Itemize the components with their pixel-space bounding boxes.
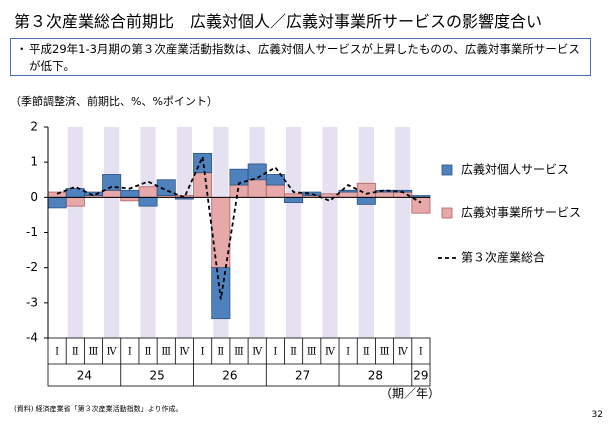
bar [247,179,267,198]
bar [65,196,85,207]
column-band [67,127,83,338]
bar [138,196,158,207]
page-number: 32 [591,410,603,420]
bar [356,196,376,205]
legend-label: 広義対事業所サービス [461,205,581,220]
x-axis-label: （期／年） [380,387,440,401]
x-group-label: 24 [77,369,92,383]
bar [229,184,249,198]
x-tick-label: Ⅱ [72,347,79,358]
x-tick-label: Ⅳ [252,347,263,358]
summary-text: 平成29年1-3月期の第３次産業活動指数は、広義対個人サービスが上昇したものの、… [29,42,580,73]
x-tick-label: Ⅱ [290,347,297,358]
y-tick-label: -3 [26,295,38,309]
y-tick-label: -2 [26,260,38,274]
bar [65,188,85,198]
x-tick-label: Ⅲ [307,347,317,358]
column-band [249,127,265,338]
x-group-label: 26 [222,369,237,383]
x-tick-label: Ⅲ [161,347,171,358]
y-tick-label: -1 [26,225,38,239]
source-note: (資料) 経済産業省「第３次産業活動指数」より作成。 [14,405,183,413]
column-band [358,127,374,338]
x-tick-label: Ⅱ [145,347,152,358]
x-group-label: 25 [150,369,165,383]
bar [102,189,122,198]
bar [120,189,140,198]
column-band [322,127,338,338]
bar [120,196,140,202]
summary-box: ・平成29年1-3月期の第３次産業活動指数は、広義対個人サービスが上昇したものの… [10,38,591,76]
column-band [104,127,120,338]
x-group-label: 29 [413,369,428,383]
x-tick-label: Ⅲ [380,347,390,358]
bar [193,152,213,174]
x-group-label: 28 [368,369,383,383]
bar [138,186,158,198]
bar [265,184,285,198]
x-group-label: 27 [295,369,310,383]
x-tick-label: Ⅰ [201,347,205,358]
x-tick-label: Ⅱ [217,347,224,358]
x-tick-label: Ⅳ [107,347,118,358]
bar [193,172,213,198]
column-band [176,127,193,338]
x-tick-label: Ⅰ [273,347,277,358]
x-tick-label: Ⅱ [363,347,370,358]
y-tick-label: -4 [26,331,38,345]
bar [47,196,67,209]
x-tick-label: Ⅲ [89,347,99,358]
bar [83,191,103,196]
legend-swatch [441,207,453,219]
bar [338,191,358,198]
x-tick-label: Ⅲ [234,347,244,358]
bar [47,191,67,198]
column-band [395,127,411,338]
legend-label: 第３次産業総合 [461,250,545,265]
bar [211,267,231,320]
bullet-dot: ・ [16,42,28,56]
bar [338,189,358,193]
y-tick-label: 1 [30,155,38,169]
x-tick-label: Ⅳ [325,347,336,358]
x-tick-label: Ⅳ [179,347,190,358]
y-tick-label: 0 [30,190,38,204]
x-tick-label: Ⅰ [346,347,350,358]
y-tick-label: 2 [30,120,38,134]
column-band [285,127,302,338]
column-band [140,127,156,338]
title: 第３次産業総合前期比 広義対個人／広義対事業所サービスの影響度合い [14,12,543,31]
x-tick-label: Ⅰ [55,347,59,358]
bar [284,196,304,204]
category-frame [47,337,431,387]
x-tick-label: Ⅳ [398,347,409,358]
bar [375,191,395,198]
x-tick-label: Ⅰ [419,347,423,358]
y-axis-label: （季節調整済、前期比、%、%ポイント） [10,95,218,108]
bar [375,189,395,193]
x-tick-label: Ⅰ [128,347,132,358]
total-line [56,153,422,300]
bar [302,191,322,196]
bar [156,179,176,196]
bar [284,193,304,198]
legend-swatch [441,164,453,176]
legend-label: 広義対個人サービス [461,162,569,177]
